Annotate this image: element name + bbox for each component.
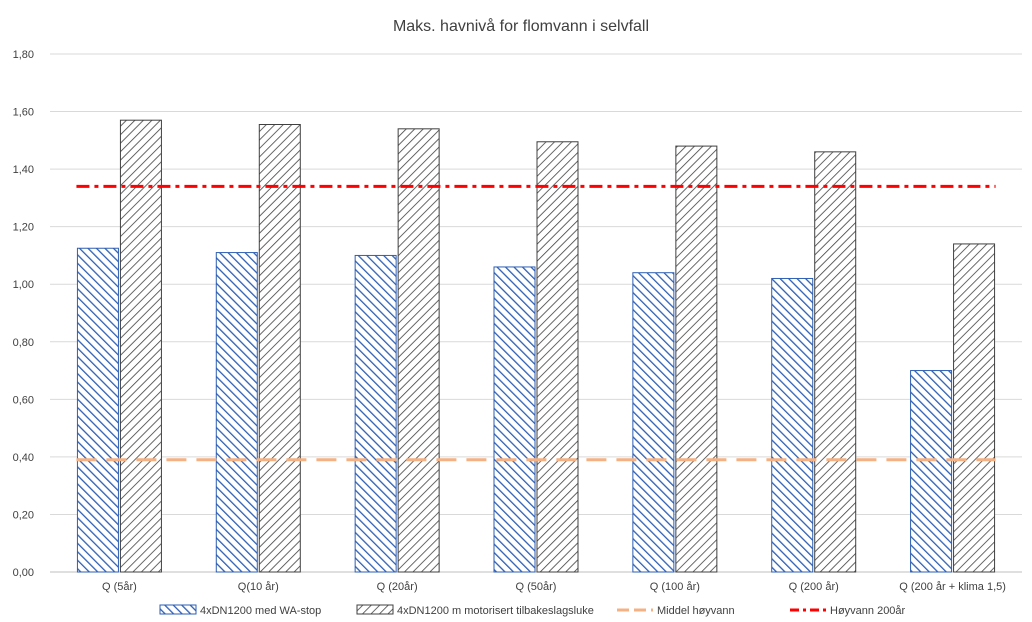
y-tick-label: 1,60	[13, 107, 34, 119]
bars	[76, 119, 996, 573]
x-tick-label: Q(10 år)	[238, 581, 279, 593]
reference-lines	[76, 184, 996, 462]
bar	[493, 266, 536, 573]
y-tick-label: 1,20	[13, 222, 34, 234]
chart-title: Maks. havnivå for flomvann i selvfall	[393, 17, 649, 35]
bar	[397, 128, 440, 573]
y-axis: 0,00 0,20 0,40 0,60 0,80 1,00 1,20 1,40 1,60 1,80	[13, 49, 34, 579]
y-tick-label: 0,60	[13, 394, 34, 406]
y-tick-label: 1,00	[13, 279, 34, 291]
bar	[910, 370, 953, 573]
bar	[675, 145, 718, 573]
y-tick-label: 0,00	[13, 567, 34, 579]
bar	[258, 124, 301, 573]
legend-label: 4xDN1200 med WA-stop	[200, 605, 321, 617]
x-tick-label: Q (100 år)	[650, 581, 700, 593]
bar	[814, 151, 857, 573]
legend-label: 4xDN1200 m motorisert tilbakeslagsluke	[397, 605, 594, 617]
bar	[354, 254, 397, 573]
bar	[771, 277, 814, 573]
bar	[536, 141, 579, 573]
x-tick-label: Q (200 år + klima 1,5)	[899, 581, 1006, 593]
bar	[119, 119, 162, 573]
y-tick-label: 0,80	[13, 337, 34, 349]
x-tick-label: Q (20år)	[377, 581, 418, 593]
bar	[76, 247, 119, 573]
bar	[215, 252, 258, 573]
y-tick-label: 0,40	[13, 452, 34, 464]
x-tick-label: Q (5år)	[102, 581, 137, 593]
x-tick-label: Q (200 år)	[789, 581, 839, 593]
legend: 4xDN1200 med WA-stop 4xDN1200 m motoriser…	[159, 604, 906, 617]
y-tick-label: 0,20	[13, 509, 34, 521]
legend-swatch	[159, 604, 197, 615]
legend-swatch	[356, 604, 394, 615]
x-axis: Q (5år) Q(10 år) Q (20år) Q (50år) Q (100 år…	[102, 581, 1006, 593]
legend-label: Høyvann 200år	[830, 605, 906, 617]
bar	[953, 243, 996, 573]
legend-label: Middel høyvann	[657, 605, 735, 617]
y-tick-label: 1,80	[13, 49, 34, 61]
x-tick-label: Q (50år)	[516, 581, 557, 593]
y-tick-label: 1,40	[13, 164, 34, 176]
gridlines	[50, 53, 1022, 573]
bar	[632, 272, 675, 573]
